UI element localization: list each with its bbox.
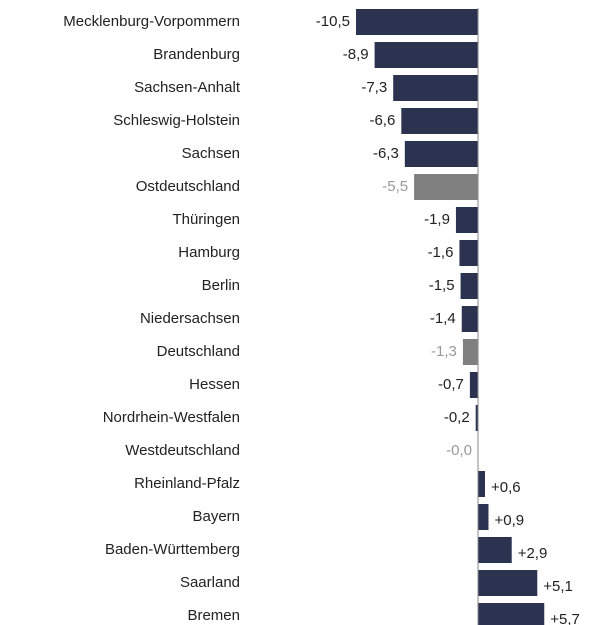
bar bbox=[455, 207, 479, 233]
bar bbox=[356, 9, 479, 35]
value-label: +5,1 bbox=[543, 578, 573, 595]
value-label: -0,7 bbox=[438, 376, 464, 393]
value-label: -1,3 bbox=[431, 343, 457, 360]
value-label: -0,2 bbox=[444, 409, 470, 426]
bar bbox=[393, 75, 479, 101]
category-label: Bayern bbox=[192, 508, 240, 525]
value-label: -6,6 bbox=[369, 112, 395, 129]
bar bbox=[401, 108, 479, 134]
bar bbox=[475, 405, 479, 431]
category-label: Hessen bbox=[189, 376, 240, 393]
value-label: -0,0 bbox=[446, 442, 472, 459]
category-label: Niedersachsen bbox=[140, 310, 240, 327]
value-label: +0,6 bbox=[491, 479, 521, 496]
value-label: -1,9 bbox=[424, 211, 450, 228]
bar bbox=[460, 273, 479, 299]
value-label: -6,3 bbox=[373, 145, 399, 162]
value-label: -1,4 bbox=[430, 310, 456, 327]
category-label: Baden-Württemberg bbox=[105, 541, 240, 558]
category-label: Bremen bbox=[187, 607, 240, 624]
bar bbox=[478, 603, 545, 625]
category-label: Deutschland bbox=[157, 343, 240, 360]
bar bbox=[478, 504, 489, 530]
category-label: Brandenburg bbox=[153, 46, 240, 63]
bar bbox=[478, 570, 538, 596]
bar bbox=[462, 339, 479, 365]
bar bbox=[461, 306, 479, 332]
category-label: Thüringen bbox=[172, 211, 240, 228]
category-label: Hamburg bbox=[178, 244, 240, 261]
category-label: Nordrhein-Westfalen bbox=[103, 409, 240, 426]
category-label: Westdeutschland bbox=[125, 442, 240, 459]
bar bbox=[469, 372, 479, 398]
value-label: -1,6 bbox=[428, 244, 454, 261]
category-label: Mecklenburg-Vorpommern bbox=[63, 13, 240, 30]
category-label: Schleswig-Holstein bbox=[113, 112, 240, 129]
value-label: -8,9 bbox=[343, 46, 369, 63]
value-label: -5,5 bbox=[382, 178, 408, 195]
value-label: +2,9 bbox=[518, 545, 548, 562]
bar bbox=[478, 537, 512, 563]
category-label: Sachsen-Anhalt bbox=[134, 79, 241, 96]
category-label: Ostdeutschland bbox=[136, 178, 240, 195]
bar bbox=[374, 42, 479, 68]
value-label: -7,3 bbox=[361, 79, 387, 96]
category-label: Saarland bbox=[180, 574, 240, 591]
bar bbox=[459, 240, 479, 266]
category-label: Berlin bbox=[202, 277, 240, 294]
bar bbox=[404, 141, 479, 167]
value-label: -10,5 bbox=[316, 13, 350, 30]
value-label: -1,5 bbox=[429, 277, 455, 294]
category-label: Sachsen bbox=[182, 145, 240, 162]
value-label: +5,7 bbox=[550, 611, 580, 625]
category-label: Rheinland-Pfalz bbox=[134, 475, 240, 492]
bar bbox=[414, 174, 479, 200]
value-label: +0,9 bbox=[494, 512, 524, 529]
bar bbox=[478, 471, 485, 497]
